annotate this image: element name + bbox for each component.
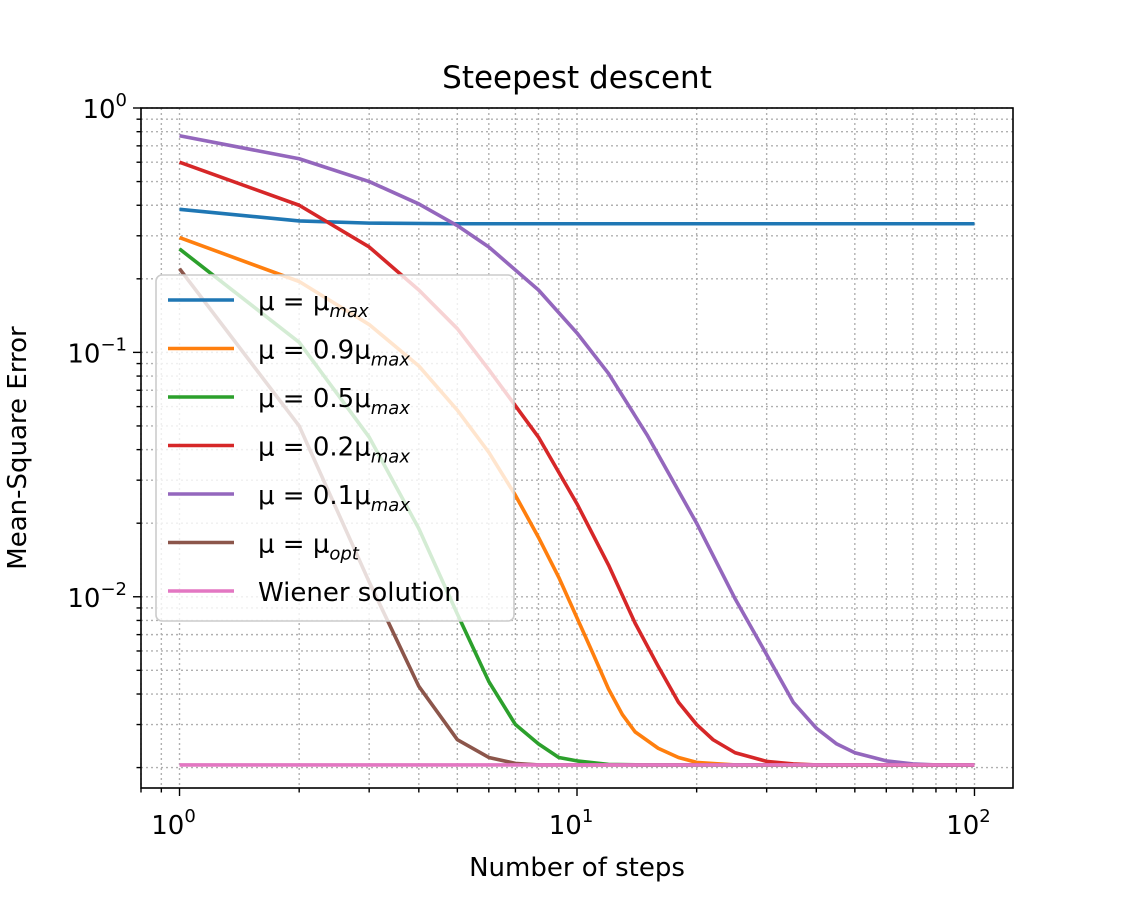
- grid: [140, 107, 1013, 788]
- legend: μ = μmax μ = 0.9μmax μ = 0.5μmax μ = 0.2μma…: [155, 274, 515, 622]
- legend-entry: μ = 0.2μmax: [258, 433, 410, 468]
- x-tick-label: 100: [151, 806, 196, 841]
- legend-entry: μ = 0.1μmax: [258, 481, 410, 516]
- y-tick-label: 10−1: [67, 334, 127, 369]
- legend-entry: Wiener solution: [258, 578, 461, 608]
- x-tick-label: 102: [946, 806, 991, 841]
- legend-entry: μ = 0.9μmax: [258, 336, 410, 371]
- legend-box: [155, 274, 515, 622]
- legend-entry: μ = μmax: [258, 287, 369, 322]
- chart-title: Steepest descent: [442, 60, 712, 96]
- x-tick-label: 101: [549, 806, 594, 841]
- legend-entry: μ = 0.5μmax: [258, 384, 410, 419]
- legend-entry: μ = μopt: [258, 530, 360, 565]
- y-tick-label: 10−2: [67, 579, 127, 614]
- y-tick-label: 100: [82, 90, 127, 125]
- series-line-0: [179, 207, 975, 226]
- series-line-4: [179, 133, 975, 767]
- x-axis-label: Number of steps: [469, 853, 685, 883]
- ticks: 100 101 102 100 10−1 10−2: [67, 90, 990, 841]
- y-axis-label: Mean-Square Error: [3, 326, 33, 570]
